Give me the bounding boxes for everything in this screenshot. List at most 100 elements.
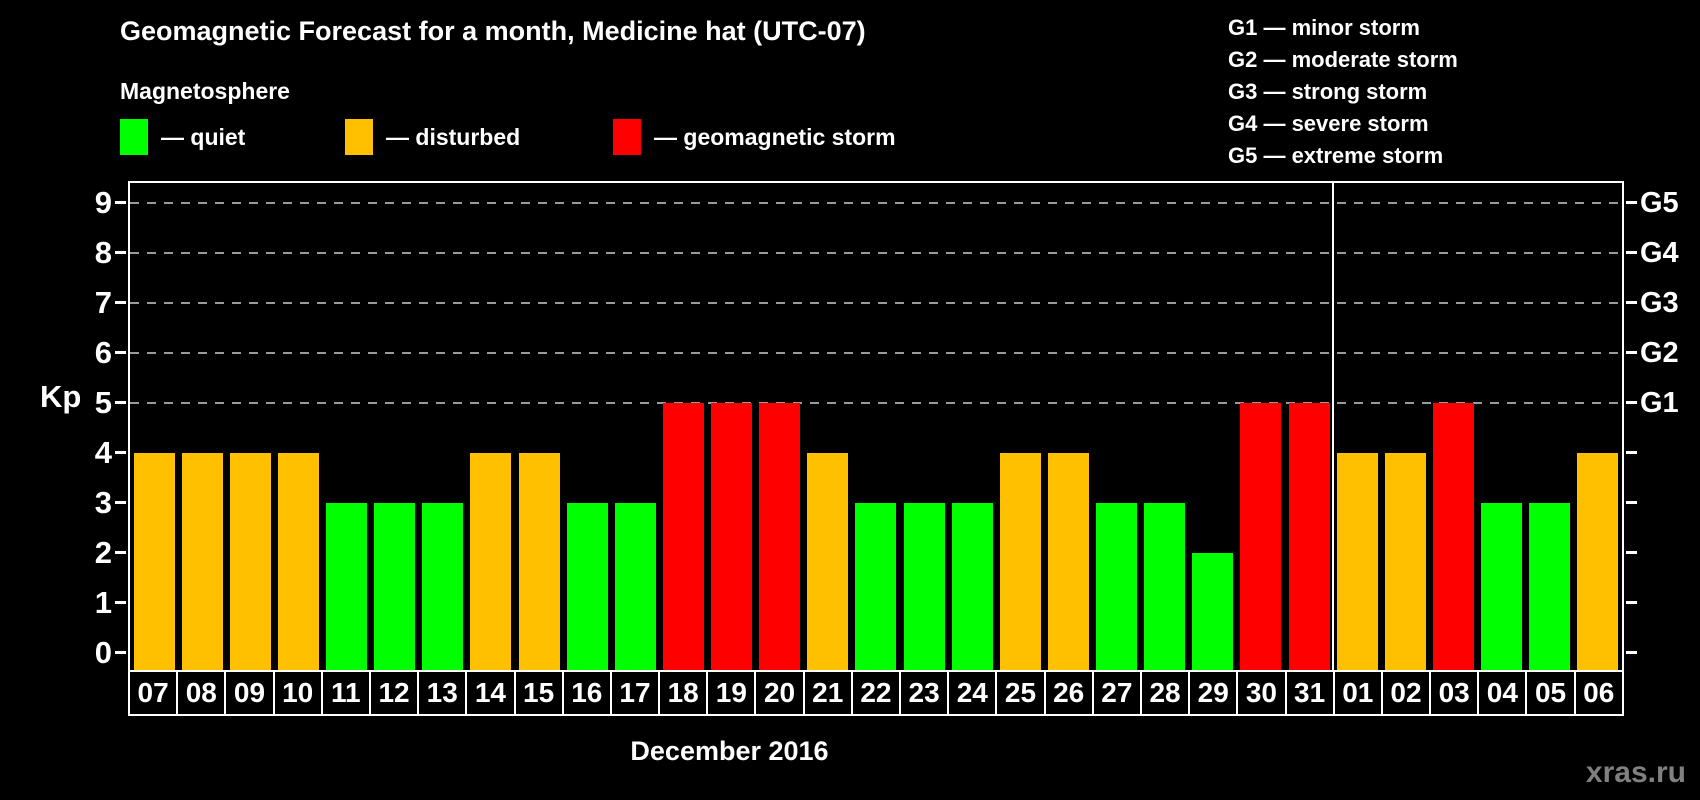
bar-day-03-kp5 — [1432, 403, 1474, 670]
bar-slot-day-02 — [1381, 183, 1429, 670]
y-tick-label-4: 4 — [94, 435, 112, 470]
bar-day-26-kp4 — [1047, 453, 1089, 670]
bar-day-31-kp5 — [1288, 403, 1330, 670]
y-tick-label-2: 2 — [94, 535, 112, 570]
bar-slot-day-15 — [515, 183, 563, 670]
bar-day-01-kp4 — [1336, 453, 1378, 670]
bar-slot-day-20 — [756, 183, 804, 670]
y-tick-left-5 — [115, 401, 126, 404]
day-label-03: 03 — [1429, 670, 1480, 716]
bar-day-25-kp4 — [999, 453, 1041, 670]
bar-slot-day-26 — [1044, 183, 1092, 670]
bar-slot-day-04 — [1478, 183, 1526, 670]
day-label-21: 21 — [802, 670, 853, 716]
plot-area: Kp 0 1 2 3 4 5 6 7 8 9 G1 G2 G3 G4 G5 — [40, 181, 1679, 670]
bar-slot-day-18 — [659, 183, 707, 670]
legend-swatch-disturbed-icon — [345, 119, 373, 155]
day-label-28: 28 — [1139, 670, 1191, 716]
y-tick-label-8: 8 — [94, 235, 112, 270]
day-label-13: 13 — [417, 670, 468, 716]
day-label-20: 20 — [754, 670, 805, 716]
g-scale-line-2: G2 — moderate storm — [1228, 47, 1458, 72]
y-tick-left-3 — [115, 501, 126, 504]
bar-day-19-kp5 — [711, 403, 753, 670]
bar-day-09-kp4 — [229, 453, 271, 670]
gridline-kp9 — [130, 202, 1622, 204]
bar-slot-day-28 — [1141, 183, 1189, 670]
day-label-14: 14 — [465, 670, 516, 716]
bar-day-02-kp4 — [1384, 453, 1426, 670]
y-tick-right-8 — [1626, 251, 1637, 254]
y-tick-label-1: 1 — [94, 585, 112, 620]
legend-label-storm: — geomagnetic storm — [654, 123, 896, 150]
bar-slot-day-23 — [900, 183, 948, 670]
y-tick-right-0 — [1626, 651, 1637, 654]
day-label-10: 10 — [272, 670, 323, 716]
y-tick-left-9 — [115, 201, 126, 204]
bar-day-24-kp3 — [951, 503, 993, 670]
bar-day-21-kp4 — [807, 453, 849, 670]
day-label-01: 01 — [1332, 670, 1383, 716]
bar-day-28-kp3 — [1144, 503, 1186, 670]
bar-slot-day-27 — [1093, 183, 1141, 670]
bar-day-11-kp3 — [326, 503, 368, 670]
bar-day-12-kp3 — [374, 503, 416, 670]
legend-item-storm: — geomagnetic storm — [613, 116, 896, 158]
bar-day-20-kp5 — [759, 403, 801, 670]
bar-day-15-kp4 — [518, 453, 560, 670]
g-scale-line-4: G4 — severe storm — [1228, 111, 1429, 136]
month-boundary-line — [1332, 183, 1335, 670]
legend-label-quiet: — quiet — [161, 123, 246, 150]
bar-slot-day-03 — [1429, 183, 1477, 670]
day-label-29: 29 — [1188, 670, 1239, 716]
y-tick-left-1 — [115, 601, 126, 604]
y-tick-left-2 — [115, 551, 126, 554]
g-axis-label-g4: G4 — [1640, 237, 1679, 269]
day-label-07: 07 — [128, 670, 179, 716]
day-label-19: 19 — [706, 670, 757, 716]
bar-day-07-kp4 — [133, 453, 175, 670]
bar-day-29-kp2 — [1192, 553, 1234, 670]
bar-slot-day-01 — [1333, 183, 1381, 670]
day-label-23: 23 — [899, 670, 950, 716]
bar-slot-day-24 — [948, 183, 996, 670]
bar-slot-day-16 — [563, 183, 611, 670]
bar-day-18-kp5 — [662, 403, 704, 670]
gridline-kp7 — [130, 302, 1622, 304]
y-tick-left-6 — [115, 351, 126, 354]
legend-swatch-storm-icon — [613, 119, 641, 155]
day-label-30: 30 — [1236, 670, 1287, 716]
day-label-08: 08 — [176, 670, 227, 716]
bar-slot-day-12 — [371, 183, 419, 670]
bar-day-14-kp4 — [470, 453, 512, 670]
bar-slot-day-07 — [130, 183, 178, 670]
g-axis-label-g1: G1 — [1640, 387, 1679, 419]
day-label-04: 04 — [1477, 670, 1528, 716]
bar-slot-day-06 — [1574, 183, 1622, 670]
day-label-06: 06 — [1573, 670, 1624, 716]
bars-container — [130, 183, 1622, 670]
day-label-24: 24 — [947, 670, 998, 716]
y-axis-label: Kp — [40, 379, 82, 414]
bar-day-08-kp4 — [181, 453, 223, 670]
day-label-11: 11 — [320, 670, 371, 716]
y-tick-right-3 — [1626, 501, 1637, 504]
g-scale-legend: G1 — minor storm G2 — moderate storm G3 — … — [1228, 12, 1458, 172]
bar-day-10-kp4 — [277, 453, 319, 670]
y-tick-label-5: 5 — [94, 385, 112, 420]
bar-slot-day-21 — [804, 183, 852, 670]
day-label-row: 07 08 09 10 11 12 13 14 15 16 17 18 19 20 21 22 23 24 25 26… — [128, 670, 1624, 716]
g-axis-label-g5: G5 — [1640, 187, 1679, 219]
g-scale-line-3: G3 — strong storm — [1228, 79, 1428, 104]
day-label-16: 16 — [561, 670, 612, 716]
y-tick-label-3: 3 — [94, 485, 112, 520]
day-label-18: 18 — [658, 670, 709, 716]
bar-slot-day-09 — [226, 183, 274, 670]
y-tick-left-7 — [115, 301, 126, 304]
bar-day-13-kp3 — [422, 503, 464, 670]
watermark: xras.ru — [1585, 756, 1686, 789]
y-tick-left-4 — [115, 451, 126, 454]
day-label-02: 02 — [1380, 670, 1432, 716]
bar-slot-day-05 — [1526, 183, 1574, 670]
